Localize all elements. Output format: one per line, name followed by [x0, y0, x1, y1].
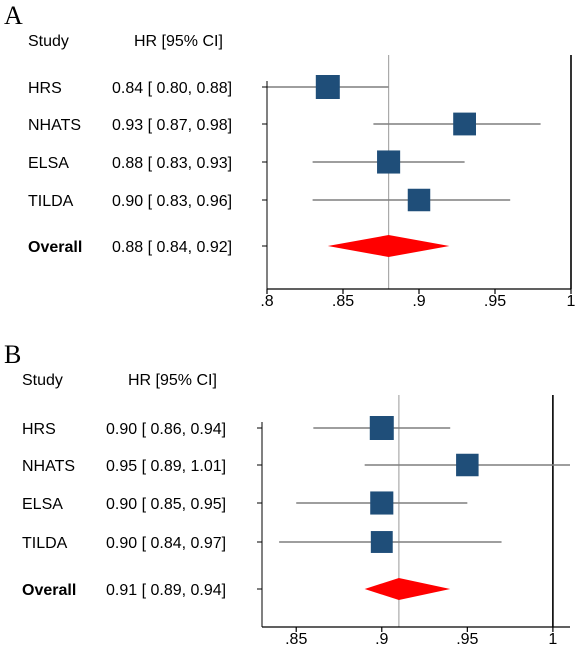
overall-hr-ci-label: 0.88 [ 0.84, 0.92] [112, 239, 232, 256]
hr-ci-label: 0.90 [ 0.83, 0.96] [112, 193, 232, 210]
study-name: NHATS [22, 458, 75, 475]
panel-label: A [4, 1, 23, 30]
study-row: ELSA 0.88 [ 0.83, 0.93] [28, 150, 465, 174]
point-estimate-marker [407, 188, 431, 212]
overall-row: Overall 0.91 [ 0.89, 0.94] [22, 578, 451, 600]
hr-ci-label: 0.93 [ 0.87, 0.98] [112, 117, 232, 134]
study-name: ELSA [22, 496, 63, 513]
study-row: TILDA 0.90 [ 0.83, 0.96] [28, 188, 511, 212]
panel-label: B [4, 340, 21, 369]
hr-ci-label: 0.84 [ 0.80, 0.88] [112, 80, 232, 97]
pooled-diamond [364, 578, 451, 600]
x-tick-label: .8 [260, 293, 273, 310]
point-estimate-marker [370, 531, 393, 553]
panel-a: A Study HR [95% CI] .8 .85 .9 .95 1 HRS 0.84 [ 0.… [4, 1, 576, 310]
study-row: HRS 0.90 [ 0.86, 0.94] [22, 416, 451, 440]
point-estimate-marker [377, 150, 401, 174]
study-row: NHATS 0.95 [ 0.89, 1.01] [22, 453, 570, 477]
pooled-diamond [327, 235, 450, 257]
study-column-header: Study [28, 33, 69, 50]
x-tick-label: .9 [412, 293, 425, 310]
hr-ci-label: 0.95 [ 0.89, 1.01] [106, 458, 226, 475]
x-tick-label: .85 [285, 631, 307, 648]
x-tick-label: .9 [375, 631, 388, 648]
x-tick-label: .95 [456, 631, 478, 648]
overall-row: Overall 0.88 [ 0.84, 0.92] [28, 235, 450, 257]
study-name: HRS [22, 421, 56, 438]
study-row: ELSA 0.90 [ 0.85, 0.95] [22, 491, 468, 515]
hr-ci-label: 0.90 [ 0.85, 0.95] [106, 496, 226, 513]
study-name: HRS [28, 80, 62, 97]
study-name: TILDA [22, 535, 68, 552]
overall-hr-ci-label: 0.91 [ 0.89, 0.94] [106, 582, 226, 599]
point-estimate-marker [370, 491, 394, 515]
x-tick-label: .85 [332, 293, 354, 310]
point-estimate-marker [456, 453, 479, 477]
hr-ci-label: 0.90 [ 0.86, 0.94] [106, 421, 226, 438]
x-tick-label: 1 [548, 631, 557, 648]
point-estimate-marker [453, 112, 476, 136]
study-name: NHATS [28, 117, 81, 134]
hr-column-header: HR [95% CI] [128, 372, 217, 389]
point-estimate-marker [315, 75, 340, 99]
study-row: HRS 0.84 [ 0.80, 0.88] [28, 75, 389, 99]
hr-ci-label: 0.88 [ 0.83, 0.93] [112, 155, 232, 172]
study-name: TILDA [28, 193, 74, 210]
point-estimate-marker [369, 416, 394, 440]
x-tick-label: .95 [484, 293, 506, 310]
study-column-header: Study [22, 372, 63, 389]
study-row: TILDA 0.90 [ 0.84, 0.97] [22, 531, 502, 553]
hr-ci-label: 0.90 [ 0.84, 0.97] [106, 535, 226, 552]
x-tick-label: 1 [567, 293, 576, 310]
study-name: ELSA [28, 155, 69, 172]
study-row: NHATS 0.93 [ 0.87, 0.98] [28, 112, 541, 136]
overall-label: Overall [28, 239, 82, 256]
overall-label: Overall [22, 582, 76, 599]
hr-column-header: HR [95% CI] [134, 33, 223, 50]
